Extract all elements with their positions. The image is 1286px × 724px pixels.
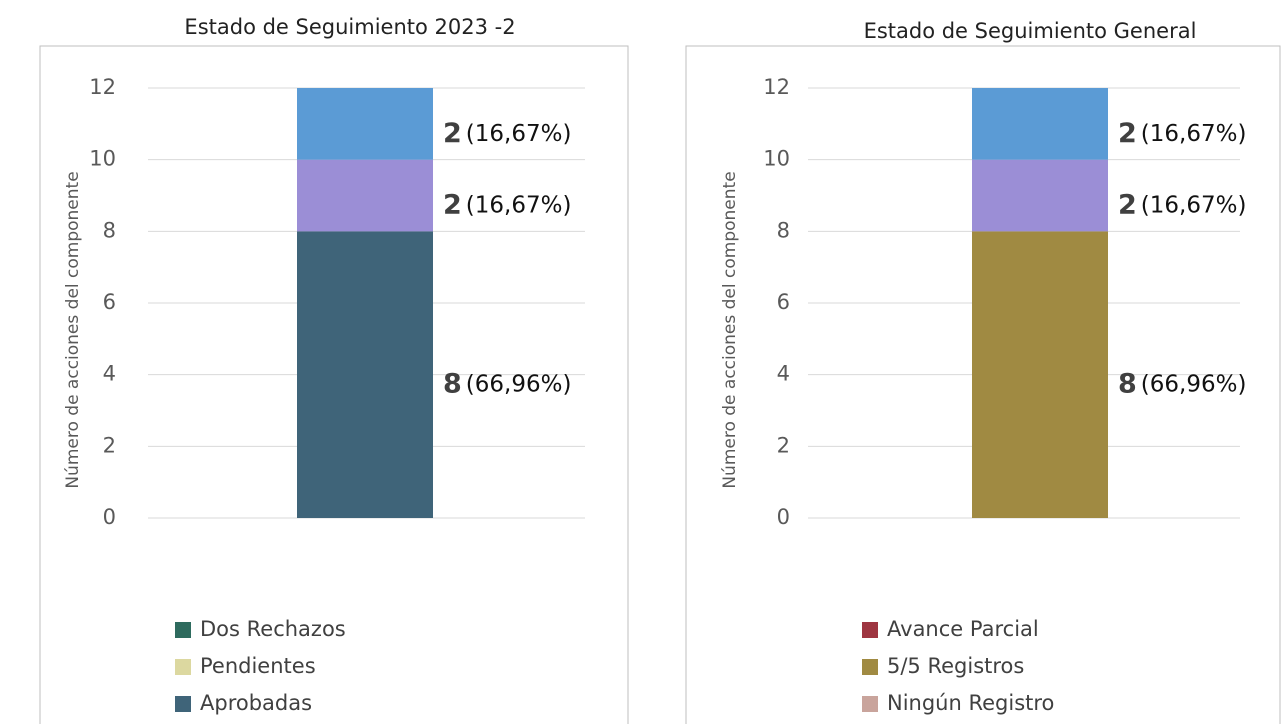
data-label-value: 2 — [1118, 117, 1137, 148]
data-label: 2 (16,67%) — [443, 117, 571, 148]
y-tick-label: 12 — [89, 75, 116, 99]
bar-segment — [972, 88, 1108, 160]
y-tick-label: 0 — [777, 505, 790, 529]
panel-border — [685, 45, 1281, 724]
bar-segment — [297, 231, 433, 519]
data-label: 2 (16,67%) — [1118, 189, 1246, 220]
data-label-percent: (16,67%) — [1141, 192, 1247, 218]
y-axis-label: Número de acciones del componente — [63, 171, 83, 488]
y-tick-label: 0 — [103, 505, 116, 529]
legend-label: Ningún Registro — [887, 691, 1054, 715]
y-tick-label: 4 — [103, 362, 116, 386]
data-label-percent: (66,96%) — [466, 371, 572, 397]
y-tick-label: 8 — [777, 218, 790, 242]
legend-swatch — [175, 622, 191, 638]
data-label-value: 2 — [1118, 189, 1137, 220]
bar-segment — [297, 88, 433, 160]
data-label: 8 (66,96%) — [443, 368, 571, 399]
data-label-percent: (16,67%) — [1141, 120, 1247, 146]
legend-label: Avance Parcial — [887, 617, 1039, 641]
chart-title: Estado de Seguimiento General — [864, 19, 1197, 43]
y-axis-label: Número de acciones del componente — [720, 171, 740, 488]
data-label: 2 (16,67%) — [443, 189, 571, 220]
y-tick-label: 10 — [763, 147, 790, 171]
panel-border — [39, 45, 629, 724]
y-tick-label: 6 — [777, 290, 790, 314]
data-label-percent: (66,96%) — [1141, 371, 1247, 397]
y-tick-label: 4 — [777, 362, 790, 386]
bar-segment — [972, 231, 1108, 519]
y-tick-label: 12 — [763, 75, 790, 99]
data-label-percent: (16,67%) — [466, 120, 572, 146]
legend-label: Dos Rechazos — [200, 617, 346, 641]
data-label-value: 8 — [443, 368, 462, 399]
y-tick-label: 10 — [89, 147, 116, 171]
data-label-value: 8 — [1118, 368, 1137, 399]
data-label-value: 2 — [443, 189, 462, 220]
data-label: 2 (16,67%) — [1118, 117, 1246, 148]
legend-swatch — [862, 659, 878, 675]
legend-label: Pendientes — [200, 654, 316, 678]
bar-segment — [972, 159, 1108, 232]
data-label-value: 2 — [443, 117, 462, 148]
legend-swatch — [175, 659, 191, 675]
y-tick-label: 2 — [777, 433, 790, 457]
y-tick-label: 8 — [103, 218, 116, 242]
legend-swatch — [862, 696, 878, 712]
y-tick-label: 2 — [103, 433, 116, 457]
bar-segment — [297, 159, 433, 232]
legend-swatch — [862, 622, 878, 638]
legend-label: Aprobadas — [200, 691, 312, 715]
y-tick-label: 6 — [103, 290, 116, 314]
data-label: 8 (66,96%) — [1118, 368, 1246, 399]
chart-title: Estado de Seguimiento 2023 -2 — [184, 15, 515, 39]
legend-label: 5/5 Registros — [887, 654, 1024, 678]
legend-swatch — [175, 696, 191, 712]
data-label-percent: (16,67%) — [466, 192, 572, 218]
